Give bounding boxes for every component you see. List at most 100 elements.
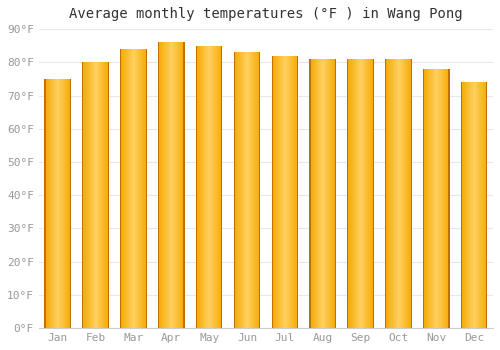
Bar xyxy=(396,59,397,328)
Bar xyxy=(320,59,321,328)
Bar xyxy=(199,46,200,328)
Bar xyxy=(174,42,175,328)
Bar xyxy=(106,62,107,328)
Bar xyxy=(387,59,388,328)
Bar xyxy=(392,59,393,328)
Bar xyxy=(428,69,429,328)
Bar xyxy=(351,59,352,328)
Bar xyxy=(252,52,253,328)
Bar xyxy=(45,79,46,328)
Bar xyxy=(171,42,172,328)
Bar xyxy=(475,82,476,328)
Bar xyxy=(256,52,257,328)
Bar xyxy=(373,59,374,328)
Bar xyxy=(294,56,295,328)
Bar xyxy=(361,59,362,328)
Bar xyxy=(92,62,93,328)
Bar xyxy=(209,46,210,328)
Bar xyxy=(395,59,396,328)
Bar xyxy=(100,62,101,328)
Bar xyxy=(141,49,142,328)
Bar xyxy=(290,56,291,328)
Bar xyxy=(386,59,387,328)
Bar xyxy=(448,69,449,328)
Bar xyxy=(241,52,242,328)
Bar xyxy=(215,46,216,328)
Bar xyxy=(198,46,199,328)
Bar xyxy=(96,62,97,328)
Bar xyxy=(166,42,167,328)
Bar xyxy=(182,42,183,328)
Bar xyxy=(317,59,318,328)
Bar xyxy=(107,62,108,328)
Bar xyxy=(99,62,100,328)
Bar xyxy=(407,59,408,328)
Bar xyxy=(44,79,45,328)
Bar xyxy=(243,52,244,328)
Bar xyxy=(353,59,354,328)
Bar xyxy=(466,82,467,328)
Bar xyxy=(206,46,207,328)
Bar xyxy=(319,59,320,328)
Bar xyxy=(47,79,48,328)
Bar xyxy=(423,69,424,328)
Bar xyxy=(56,79,57,328)
Bar xyxy=(314,59,315,328)
Bar xyxy=(349,59,350,328)
Bar xyxy=(410,59,411,328)
Bar xyxy=(285,56,286,328)
Bar xyxy=(128,49,129,328)
Bar xyxy=(479,82,480,328)
Bar xyxy=(286,56,287,328)
Bar xyxy=(483,82,484,328)
Bar xyxy=(133,49,134,328)
Bar xyxy=(327,59,328,328)
Bar xyxy=(219,46,220,328)
Bar xyxy=(254,52,255,328)
Bar xyxy=(279,56,280,328)
Bar xyxy=(461,82,462,328)
Bar xyxy=(93,62,94,328)
Bar xyxy=(362,59,363,328)
Bar xyxy=(122,49,123,328)
Bar xyxy=(240,52,241,328)
Bar xyxy=(363,59,364,328)
Bar xyxy=(311,59,312,328)
Bar xyxy=(481,82,482,328)
Bar xyxy=(91,62,92,328)
Bar xyxy=(197,46,198,328)
Bar xyxy=(478,82,479,328)
Bar xyxy=(295,56,296,328)
Bar xyxy=(83,62,84,328)
Bar xyxy=(360,59,361,328)
Bar xyxy=(159,42,160,328)
Bar xyxy=(368,59,369,328)
Bar xyxy=(292,56,293,328)
Bar xyxy=(214,46,215,328)
Bar xyxy=(69,79,70,328)
Bar xyxy=(104,62,105,328)
Bar xyxy=(350,59,351,328)
Bar xyxy=(333,59,334,328)
Bar xyxy=(236,52,237,328)
Bar xyxy=(259,52,260,328)
Bar xyxy=(158,42,159,328)
Bar xyxy=(213,46,214,328)
Bar xyxy=(179,42,180,328)
Bar xyxy=(449,69,450,328)
Bar xyxy=(235,52,236,328)
Bar xyxy=(426,69,428,328)
Bar xyxy=(183,42,184,328)
Bar xyxy=(469,82,470,328)
Bar xyxy=(57,79,58,328)
Bar xyxy=(293,56,294,328)
Bar xyxy=(196,46,197,328)
Bar xyxy=(143,49,144,328)
Bar xyxy=(365,59,366,328)
Bar xyxy=(372,59,373,328)
Bar xyxy=(390,59,391,328)
Bar xyxy=(369,59,370,328)
Bar xyxy=(287,56,288,328)
Bar xyxy=(440,69,441,328)
Bar xyxy=(257,52,258,328)
